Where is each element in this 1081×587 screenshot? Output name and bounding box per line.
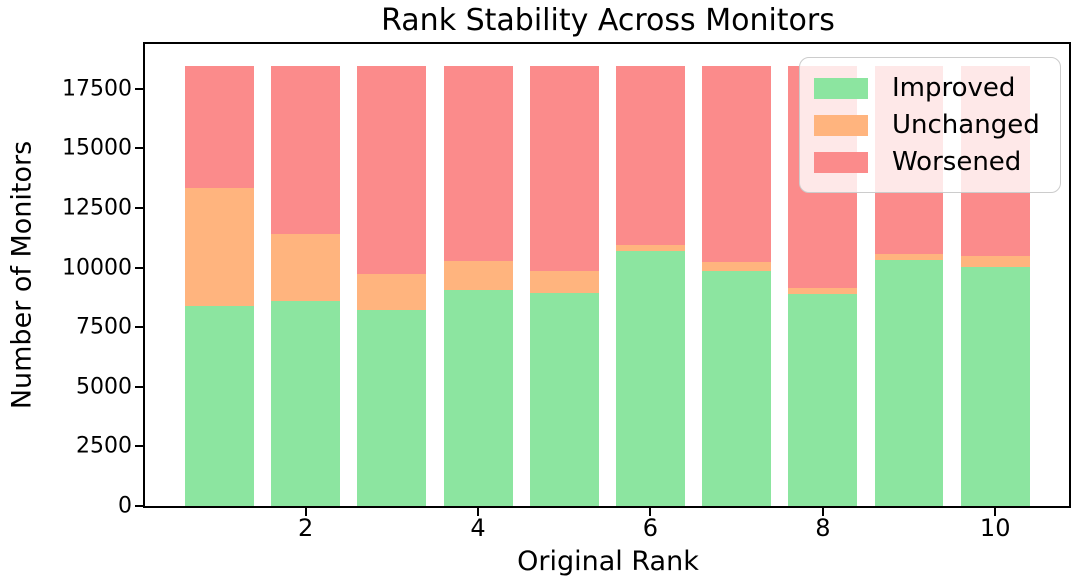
bar-segment-worsened-rank-5 <box>529 66 599 272</box>
x-tick-label-8: 8 <box>815 514 831 542</box>
bar-segment-improved-rank-4 <box>443 290 513 506</box>
y-tick-mark-2500 <box>135 445 144 448</box>
y-tick-label-0: 0 <box>118 493 132 519</box>
x-tick-label-2: 2 <box>298 514 314 542</box>
bar-segment-improved-rank-5 <box>529 293 599 506</box>
bar-segment-improved-rank-9 <box>874 259 944 506</box>
bar-segment-improved-rank-2 <box>271 300 341 506</box>
bar-segment-unchanged-rank-7 <box>702 261 772 272</box>
bar-segment-improved-rank-6 <box>615 251 685 506</box>
x-axis-label: Original Rank <box>517 546 699 577</box>
bar-segment-unchanged-rank-4 <box>443 261 513 291</box>
y-tick-label-2500: 2500 <box>76 433 132 459</box>
bar-rank-5 <box>529 66 599 506</box>
plot-area: Improved Unchanged Worsened <box>143 42 1071 508</box>
bar-segment-worsened-rank-2 <box>271 66 341 234</box>
y-tick-label-7500: 7500 <box>76 314 132 340</box>
bar-segment-unchanged-rank-3 <box>357 274 427 311</box>
bar-segment-worsened-rank-4 <box>443 66 513 262</box>
bar-segment-improved-rank-1 <box>184 306 254 506</box>
legend: Improved Unchanged Worsened <box>799 57 1061 193</box>
bar-segment-worsened-rank-7 <box>702 66 772 262</box>
y-tick-label-17500: 17500 <box>62 76 132 102</box>
legend-item-unchanged: Unchanged <box>814 110 1060 140</box>
y-tick-mark-15000 <box>135 147 144 150</box>
x-tick-label-4: 4 <box>470 514 486 542</box>
x-tick-mark-10 <box>994 507 997 516</box>
y-tick-label-5000: 5000 <box>76 374 132 400</box>
bar-segment-improved-rank-10 <box>960 267 1030 506</box>
x-tick-mark-6 <box>649 507 652 516</box>
legend-label-improved: Improved <box>892 73 1016 103</box>
y-tick-mark-5000 <box>135 385 144 388</box>
y-tick-mark-12500 <box>135 207 144 209</box>
y-tick-label-12500: 12500 <box>62 195 132 221</box>
legend-swatch-unchanged <box>814 114 868 136</box>
legend-item-worsened: Worsened <box>814 147 1060 177</box>
y-tick-mark-10000 <box>135 266 144 269</box>
bar-rank-6 <box>615 66 685 506</box>
bar-segment-unchanged-rank-1 <box>184 188 254 307</box>
x-tick-label-10: 10 <box>979 514 1011 542</box>
legend-label-unchanged: Unchanged <box>892 110 1040 140</box>
bar-rank-3 <box>357 66 427 506</box>
bar-segment-unchanged-rank-10 <box>960 256 1030 268</box>
y-tick-mark-17500 <box>135 87 144 90</box>
chart-title: Rank Stability Across Monitors <box>381 3 835 38</box>
x-tick-label-6: 6 <box>642 514 659 542</box>
legend-item-improved: Improved <box>814 73 1060 103</box>
x-tick-mark-2 <box>304 507 307 516</box>
y-tick-label-15000: 15000 <box>62 135 132 161</box>
bar-segment-improved-rank-3 <box>357 310 427 506</box>
bar-segment-unchanged-rank-2 <box>271 233 341 301</box>
bar-rank-1 <box>184 66 254 506</box>
bar-rank-2 <box>271 66 341 506</box>
y-tick-mark-0 <box>135 505 144 507</box>
legend-swatch-worsened <box>814 151 868 173</box>
bar-segment-unchanged-rank-8 <box>788 288 858 295</box>
bar-segment-worsened-rank-3 <box>357 66 427 275</box>
y-tick-mark-7500 <box>135 326 144 329</box>
bar-segment-worsened-rank-6 <box>615 66 685 246</box>
y-tick-label-10000: 10000 <box>62 255 132 281</box>
bar-rank-7 <box>702 66 772 506</box>
bar-segment-unchanged-rank-5 <box>529 271 599 294</box>
bar-segment-improved-rank-7 <box>702 271 772 506</box>
x-tick-mark-8 <box>821 507 824 516</box>
bar-segment-unchanged-rank-6 <box>615 245 685 252</box>
bar-segment-improved-rank-8 <box>788 294 858 506</box>
legend-swatch-improved <box>814 77 868 99</box>
legend-label-worsened: Worsened <box>892 147 1022 177</box>
bar-segment-worsened-rank-1 <box>184 66 254 189</box>
x-tick-mark-4 <box>477 507 480 516</box>
bar-rank-4 <box>443 66 513 506</box>
bar-segment-unchanged-rank-9 <box>874 253 944 260</box>
